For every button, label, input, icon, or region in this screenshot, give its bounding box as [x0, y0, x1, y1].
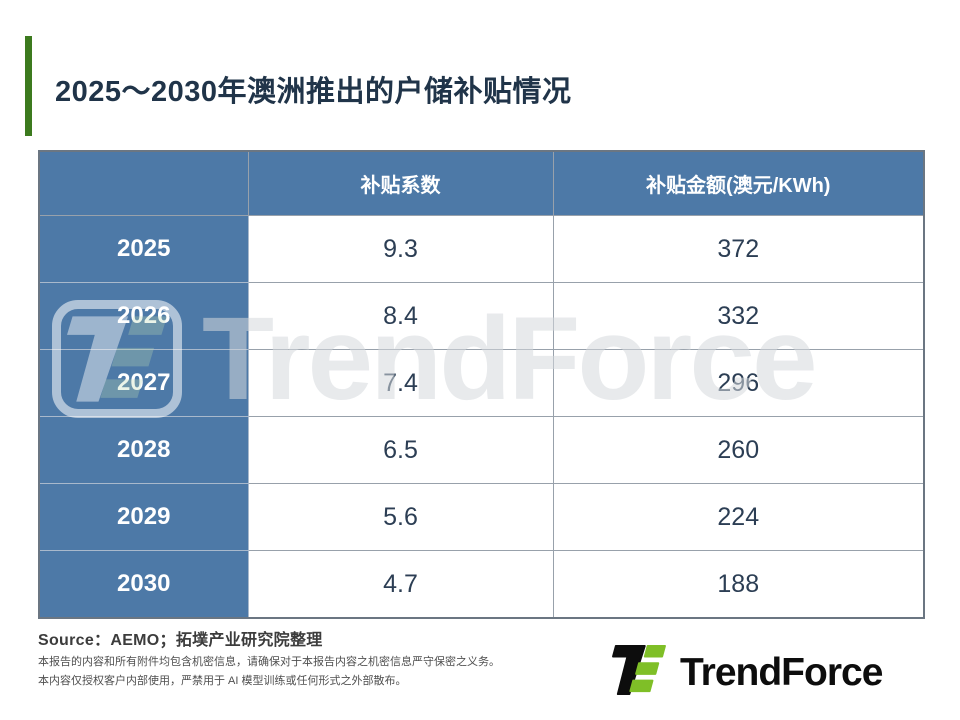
table-row: 2028 6.5 260 [38, 416, 925, 484]
amount-cell: 224 [552, 483, 925, 551]
disclaimer-line-1: 本报告的内容和所有附件均包含机密信息，请确保对于本报告内容之机密信息严守保密之义… [38, 656, 500, 668]
page-title: 2025～2030年澳洲推出的户储补贴情况 [55, 76, 572, 108]
coef-cell: 6.5 [247, 416, 554, 484]
table-header-row: 补贴系数 补贴金额(澳元/KWh) [38, 150, 925, 216]
amount-cell: 332 [552, 282, 925, 350]
year-cell: 2026 [38, 282, 249, 350]
coef-cell: 5.6 [247, 483, 554, 551]
trendforce-brand: TrendForce [610, 644, 883, 701]
amount-cell: 372 [552, 215, 925, 283]
header-cell-coefficient: 补贴系数 [247, 150, 554, 216]
table-row: 2025 9.3 372 [38, 215, 925, 283]
amount-cell: 296 [552, 349, 925, 417]
header-cell-amount: 补贴金额(澳元/KWh) [552, 150, 925, 216]
year-cell: 2027 [38, 349, 249, 417]
header-cell-empty [38, 150, 249, 216]
year-cell: 2029 [38, 483, 249, 551]
table-row: 2026 8.4 332 [38, 282, 925, 350]
coef-cell: 8.4 [247, 282, 554, 350]
year-cell: 2025 [38, 215, 249, 283]
amount-cell: 188 [552, 550, 925, 619]
brand-text: TrendForce [680, 651, 883, 694]
coef-cell: 4.7 [247, 550, 554, 619]
table-row: 2027 7.4 296 [38, 349, 925, 417]
year-cell: 2030 [38, 550, 249, 619]
table-row: 2029 5.6 224 [38, 483, 925, 551]
trendforce-logo-icon [610, 644, 668, 701]
table-row: 2030 4.7 188 [38, 550, 925, 619]
title-accent-bar [25, 36, 32, 136]
source-line: Source：AEMO；拓墣产业研究院整理 [38, 632, 323, 649]
amount-cell: 260 [552, 416, 925, 484]
coef-cell: 7.4 [247, 349, 554, 417]
disclaimer-line-2: 本内容仅授权客户内部使用，严禁用于 AI 模型训练或任何形式之外部散布。 [38, 675, 407, 688]
coef-cell: 9.3 [247, 215, 554, 283]
disclaimer: 本报告的内容和所有附件均包含机密信息，请确保对于本报告内容之机密信息严守保密之义… [38, 653, 598, 692]
subsidy-table: 补贴系数 补贴金额(澳元/KWh) 2025 9.3 372 2026 8.4 … [38, 150, 925, 619]
year-cell: 2028 [38, 416, 249, 484]
